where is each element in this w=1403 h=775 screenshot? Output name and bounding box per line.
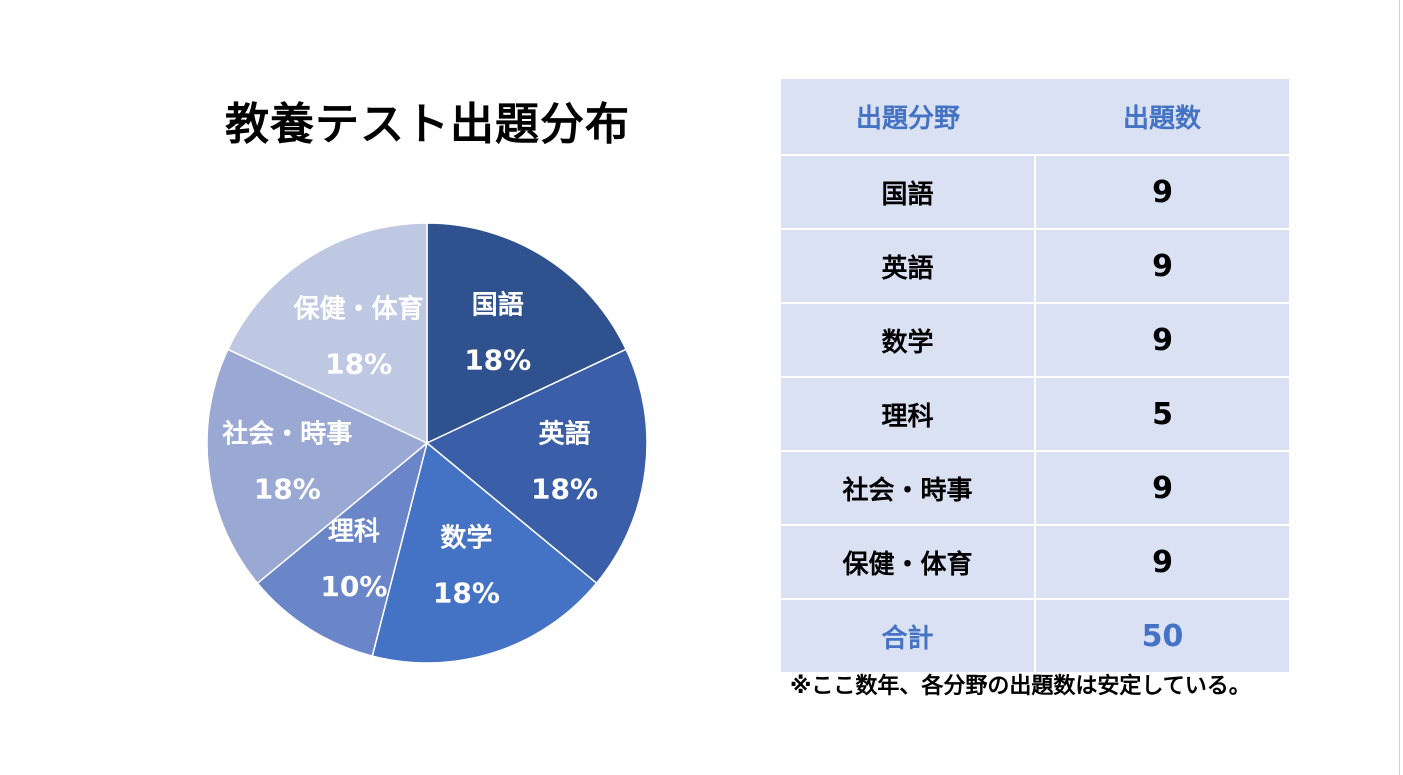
row-field: 数学 xyxy=(781,302,1035,377)
header-count: 出題数 xyxy=(1035,79,1289,155)
slice-category-label: 理科 xyxy=(328,517,380,547)
table-header-row: 出題分野 出題数 xyxy=(781,79,1289,155)
table-row: 国語 9 xyxy=(781,154,1289,229)
slice-percent-label: 18% xyxy=(325,347,392,380)
row-field: 理科 xyxy=(781,376,1035,451)
pie-slice-2 xyxy=(425,348,648,585)
slice-category-label: 国語 xyxy=(472,290,524,321)
slice-category-label: 保健・体育 xyxy=(293,293,424,324)
table-row: 社会・時事 9 xyxy=(781,450,1289,525)
slice-category-label: 数学 xyxy=(440,522,492,553)
pie-slice-5 xyxy=(206,348,429,585)
row-count: 5 xyxy=(1034,376,1289,451)
slice-category-label: 英語 xyxy=(538,418,590,449)
table-row: 数学 9 xyxy=(781,302,1289,377)
total-label: 合計 xyxy=(781,598,1035,672)
pie-slice-4 xyxy=(256,440,429,658)
row-field: 保健・体育 xyxy=(781,524,1035,599)
total-value: 50 xyxy=(1034,598,1289,672)
row-field: 社会・時事 xyxy=(781,450,1035,525)
slice-percent-label: 18% xyxy=(254,473,321,506)
table-total-row: 合計 50 xyxy=(781,598,1289,672)
row-count: 9 xyxy=(1034,302,1289,377)
row-field: 国語 xyxy=(781,154,1035,229)
row-count: 9 xyxy=(1034,228,1289,303)
table-row: 理科 5 xyxy=(781,376,1289,451)
slice-percent-label: 18% xyxy=(531,472,598,505)
table-row: 英語 9 xyxy=(781,228,1289,303)
pie-slice-1 xyxy=(426,222,628,445)
slice-percent-label: 18% xyxy=(433,576,500,609)
pie-slice-6 xyxy=(226,222,428,445)
footnote: ※ここ数年、各分野の出題数は安定している。 xyxy=(790,674,1251,699)
row-count: 9 xyxy=(1034,450,1289,525)
table-row: 保健・体育 9 xyxy=(781,524,1289,599)
slice-percent-label: 18% xyxy=(464,344,531,377)
row-count: 9 xyxy=(1034,524,1289,599)
pie-slice-3 xyxy=(371,441,598,664)
slice-percent-label: 10% xyxy=(320,570,387,603)
page-edge xyxy=(1399,0,1400,775)
question-table: 出題分野 出題数 国語 9 英語 9 数学 9 理科 5 社会・時事 9 保健・… xyxy=(781,79,1289,672)
chart-title: 教養テスト出題分布 xyxy=(225,99,630,150)
row-count: 9 xyxy=(1034,154,1289,229)
row-field: 英語 xyxy=(781,228,1035,303)
header-field: 出題分野 xyxy=(781,79,1035,155)
slice-category-label: 社会・時事 xyxy=(222,419,352,450)
